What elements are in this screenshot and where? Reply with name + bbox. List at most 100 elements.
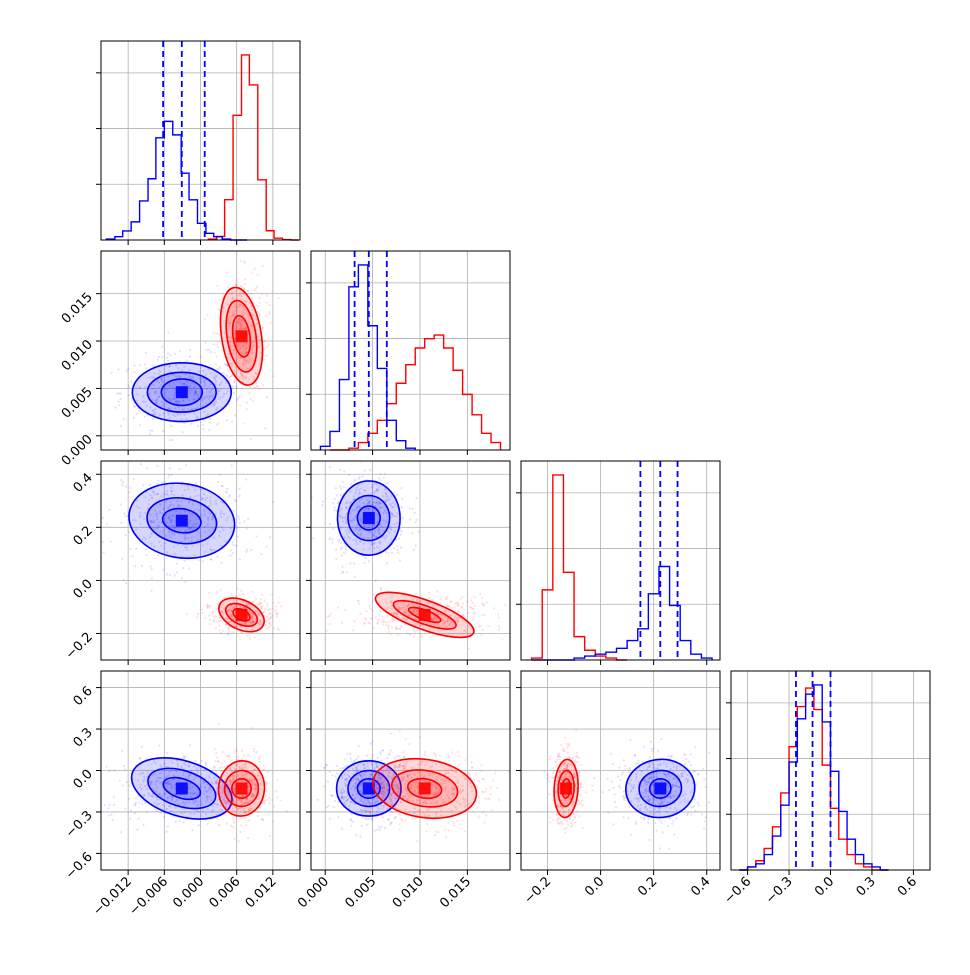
- blue-point: [354, 479, 356, 481]
- x-tick-label-0: 0.000: [295, 874, 332, 911]
- red-point: [240, 285, 242, 287]
- red-point: [369, 608, 371, 610]
- red-point: [216, 607, 218, 609]
- blue-point: [239, 558, 241, 560]
- blue-point: [365, 557, 367, 559]
- blue-point: [332, 527, 334, 529]
- blue-point: [398, 538, 400, 540]
- red-point: [233, 838, 235, 840]
- blue-point: [230, 549, 232, 551]
- blue-point: [209, 421, 211, 423]
- blue-point: [123, 765, 125, 767]
- blue-point: [264, 427, 266, 429]
- x-tick-label-3: 0.015: [437, 874, 474, 911]
- blue-point: [358, 478, 360, 480]
- blue-point: [335, 549, 337, 551]
- blue-point: [150, 590, 152, 592]
- red-density-peak: [236, 330, 248, 342]
- blue-point: [343, 470, 345, 472]
- blue-point: [380, 759, 382, 761]
- red-point: [345, 796, 347, 798]
- blue-point: [612, 763, 614, 765]
- red-point: [578, 757, 580, 759]
- y-tick-label-3: 0.015: [59, 290, 96, 327]
- blue-point: [246, 528, 248, 530]
- blue-point: [386, 562, 388, 564]
- red-point: [376, 622, 378, 624]
- red-point: [277, 297, 279, 299]
- blue-point: [693, 770, 695, 772]
- red-point: [221, 763, 223, 765]
- red-point: [383, 762, 385, 764]
- red-point: [268, 618, 270, 620]
- red-point: [267, 616, 269, 618]
- x-tick-label-2: 0.000: [170, 874, 207, 911]
- blue-point: [400, 487, 402, 489]
- blue-point: [110, 540, 112, 542]
- red-point: [487, 625, 489, 627]
- red-density-peak: [236, 782, 248, 794]
- blue-point: [239, 495, 241, 497]
- blue-point: [340, 488, 342, 490]
- red-point: [241, 750, 243, 752]
- blue-point: [164, 481, 166, 483]
- pair-panel-0-2: −0.20.00.20.4: [63, 461, 300, 665]
- y-tick-label-4: 0.6: [71, 684, 96, 709]
- red-point: [498, 625, 500, 627]
- red-point: [467, 612, 469, 614]
- red-point: [391, 627, 393, 629]
- x-tick-label-2: 0.010: [390, 874, 427, 911]
- red-point: [273, 627, 275, 629]
- blue-point: [136, 829, 138, 831]
- red-point: [458, 755, 460, 757]
- blue-point: [623, 797, 625, 799]
- blue-point: [697, 802, 699, 804]
- blue-point: [181, 577, 183, 579]
- blue-point: [137, 817, 139, 819]
- red-point: [246, 634, 248, 636]
- red-point: [468, 772, 470, 774]
- red-point: [219, 804, 221, 806]
- blue-point: [697, 773, 699, 775]
- red-point: [419, 736, 421, 738]
- blue-point: [231, 420, 233, 422]
- blue-point: [686, 814, 688, 816]
- red-point: [243, 754, 245, 756]
- red-point: [382, 619, 384, 621]
- red-point: [263, 800, 265, 802]
- red-point: [273, 805, 275, 807]
- blue-point: [213, 765, 215, 767]
- panel-frame: [521, 461, 720, 660]
- blue-point: [362, 476, 364, 478]
- red-point: [217, 341, 219, 343]
- red-point: [413, 628, 415, 630]
- red-point: [253, 750, 255, 752]
- red-point: [477, 816, 479, 818]
- blue-point: [183, 757, 185, 759]
- red-point: [274, 790, 276, 792]
- red-point: [280, 605, 282, 607]
- blue-point: [356, 758, 358, 760]
- blue-point: [198, 559, 200, 561]
- blue-point: [166, 573, 168, 575]
- blue-point: [157, 554, 159, 556]
- blue-point: [108, 770, 110, 772]
- blue-point: [409, 507, 411, 509]
- red-point: [232, 817, 234, 819]
- blue-point: [344, 758, 346, 760]
- pair-marks: [103, 723, 287, 842]
- blue-point: [184, 560, 186, 562]
- red-point: [214, 748, 216, 750]
- red-point: [206, 603, 208, 605]
- blue-point: [134, 406, 136, 408]
- blue-point: [175, 821, 177, 823]
- red-point: [357, 600, 359, 602]
- red-point: [396, 755, 398, 757]
- red-point: [363, 773, 365, 775]
- red-point: [224, 405, 226, 407]
- blue-point: [657, 750, 659, 752]
- blue-point: [602, 791, 604, 793]
- red-point: [341, 622, 343, 624]
- blue-point: [162, 430, 164, 432]
